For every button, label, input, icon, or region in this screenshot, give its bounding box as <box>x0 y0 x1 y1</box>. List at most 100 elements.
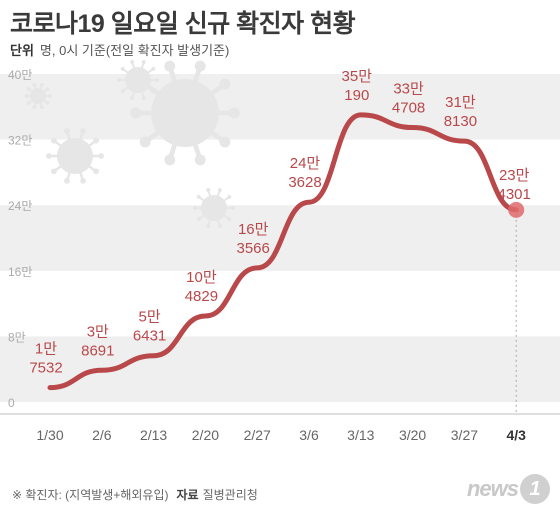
virus-body <box>151 79 219 147</box>
x-tick-label: 3/13 <box>347 427 374 443</box>
virus-spike-tip <box>45 100 50 105</box>
y-tick-label: 32만 <box>8 134 32 148</box>
virus-body <box>201 195 227 221</box>
logo-text: news <box>466 476 519 501</box>
data-label: 3566 <box>237 240 270 257</box>
virus-spike-tip <box>154 77 159 83</box>
unit-text: 명, 0시 기준(전일 확진자 발생기준) <box>39 43 230 58</box>
x-tick-label: 2/13 <box>140 427 167 443</box>
virus-spike-tip <box>141 95 146 101</box>
virus-body <box>125 67 151 93</box>
x-tick-label: 1/30 <box>36 427 63 443</box>
virus-decorations <box>24 59 240 229</box>
virus-spike-tip <box>51 168 57 175</box>
series-line <box>47 112 519 391</box>
virus-spike-tip <box>80 128 86 135</box>
data-label: 3628 <box>288 174 321 191</box>
virus-spike-tip <box>93 137 99 144</box>
virus-icon <box>117 59 159 101</box>
data-label: 16만 <box>238 221 269 238</box>
x-axis: 1/30 2/6 2/13 2/20 2/27 3/6 3/13 3/20 3/27 4/3 <box>0 413 560 443</box>
virus-spike-tip <box>151 66 156 72</box>
virus-spike-tip <box>196 194 201 200</box>
virus-spike-tip <box>228 107 240 119</box>
data-label: 24만 <box>290 155 321 172</box>
unit-label: 단위 <box>10 43 34 58</box>
data-label: 10만 <box>186 269 217 286</box>
source-text: 질병관리청 <box>202 488 258 502</box>
data-label: 5만 <box>139 309 161 326</box>
data-label: 33만 <box>393 81 424 98</box>
virus-spike-tip <box>206 187 211 193</box>
data-label: 31만 <box>445 94 476 111</box>
news1-logo: news 1 <box>467 474 550 504</box>
data-labels: 1만 7532 3만 8691 5만 6431 10만 4829 16만 3566 24만 3628 3… <box>29 68 531 377</box>
highlight-point <box>508 201 525 218</box>
logo-badge: 1 <box>520 474 550 504</box>
grid-band <box>0 74 560 140</box>
virus-body <box>30 88 46 104</box>
virus-spike-tip <box>120 66 125 72</box>
x-tick-label: 2/20 <box>192 427 219 443</box>
virus-spike-tip <box>45 87 50 92</box>
data-label: 8691 <box>81 342 114 359</box>
y-tick-label: 8만 <box>8 330 26 344</box>
virus-spike-tip <box>139 136 151 148</box>
virus-spike-tip <box>117 77 122 83</box>
virus-spike-tip <box>196 216 201 222</box>
virus-spike-tip <box>64 177 70 184</box>
y-tick-label: 24만 <box>8 199 32 213</box>
footer-note: ※ 확진자: (지역발생+해외유입) 자료 질병관리청 <box>12 486 258 503</box>
virus-spike-tip <box>47 94 52 98</box>
data-label: 4301 <box>498 186 531 203</box>
virus-body <box>57 138 93 174</box>
y-tick-label: 40만 <box>8 68 32 82</box>
virus-icon <box>193 187 235 229</box>
virus-spike-tip <box>93 168 99 175</box>
virus-spike-tip <box>151 88 156 94</box>
data-label: 8130 <box>444 113 477 130</box>
virus-icon <box>46 128 104 184</box>
data-label: 23만 <box>499 167 530 184</box>
virus-spike-tip <box>120 88 125 94</box>
grid-bands <box>0 74 560 402</box>
data-label: 190 <box>344 87 369 104</box>
virus-spike-tip <box>227 194 232 200</box>
virus-spike-tip <box>24 94 29 98</box>
virus-spike-tip <box>39 105 44 110</box>
virus-icon <box>24 82 52 110</box>
virus-spike-tip <box>230 205 235 211</box>
virus-spike-tip <box>206 223 211 229</box>
virus-spike-tip <box>194 60 206 72</box>
virus-spike-tip <box>130 59 135 65</box>
y-tick-label: 0 <box>8 396 15 410</box>
virus-spike-tip <box>32 105 37 110</box>
virus-spike-tip <box>164 154 176 166</box>
virus-spike-tip <box>51 137 57 144</box>
data-label: 35만 <box>342 68 373 85</box>
virus-spike-tip <box>217 187 222 193</box>
virus-spike-tip <box>98 153 104 159</box>
virus-spike-tip <box>227 216 232 222</box>
virus-spike-tip <box>219 78 231 90</box>
x-tick-label: 3/6 <box>299 427 319 443</box>
x-tick-label: 3/20 <box>399 427 426 443</box>
source-label: 자료 <box>176 488 199 502</box>
data-label: 4708 <box>392 100 425 117</box>
virus-spike-tip <box>130 95 135 101</box>
virus-spike-tip <box>130 107 142 119</box>
virus-spike-tip <box>26 100 31 105</box>
virus-spike-tip <box>194 154 206 166</box>
x-tick-label: 4/3 <box>506 427 526 443</box>
virus-spike-tip <box>80 177 86 184</box>
virus-spike-tip <box>39 82 44 87</box>
virus-spike-tip <box>46 153 52 159</box>
y-axis: 0 8만 16만 24만 32만 40만 <box>8 68 32 410</box>
data-label: 1만 <box>35 341 57 358</box>
y-tick-label: 16만 <box>8 265 32 279</box>
virus-spike-tip <box>32 82 37 87</box>
x-tick-label: 2/6 <box>92 427 112 443</box>
data-label: 3만 <box>87 323 109 340</box>
